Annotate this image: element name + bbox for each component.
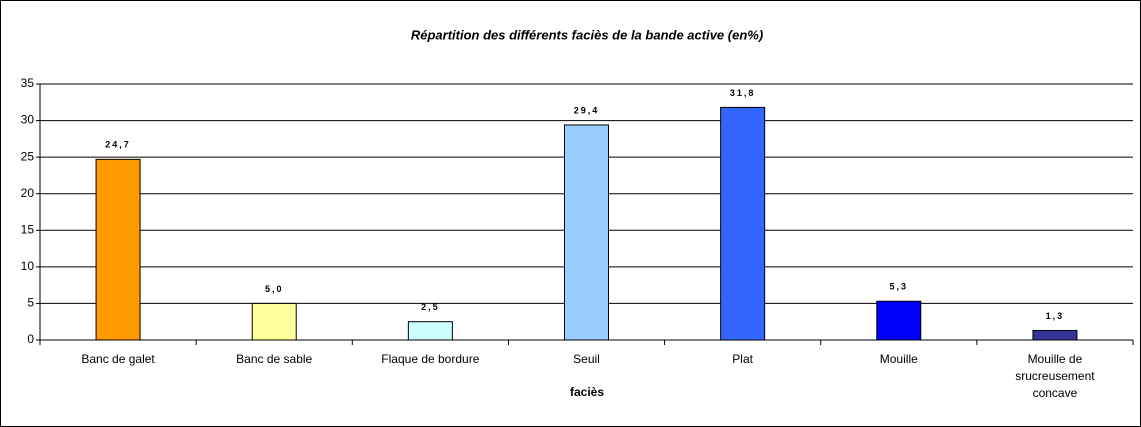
bar: [720, 106, 766, 341]
value-label: 29,4: [574, 105, 600, 115]
y-tick-label: 20: [21, 186, 35, 200]
chart-title: Répartition des différents faciès de la …: [411, 27, 763, 42]
y-tick-label: 15: [21, 222, 35, 236]
y-tick-label: 25: [21, 149, 35, 163]
bar: [95, 158, 141, 341]
y-tick-label: 5: [27, 296, 34, 310]
y-tick-label: 0: [27, 332, 34, 346]
value-label: 1,3: [1046, 311, 1065, 321]
value-label: 31,8: [730, 88, 756, 98]
x-tick-label: Seuil: [573, 352, 600, 366]
x-tick-label: Mouille: [879, 352, 918, 366]
bar: [251, 302, 297, 341]
bar: [1032, 329, 1078, 341]
x-tick-label: Plat: [732, 352, 753, 366]
x-tick-label: Mouille de srucreusement concave: [1015, 352, 1095, 400]
x-tick-label: Banc de galet: [81, 352, 155, 366]
x-tick-label: Flaque de bordure: [381, 352, 480, 366]
bar: [407, 321, 453, 341]
x-tick-label: Banc de sable: [236, 352, 313, 366]
y-tick-label: 35: [21, 76, 35, 90]
value-label: 5,3: [890, 282, 909, 292]
y-tick-label: 30: [21, 113, 35, 127]
x-axis-title: faciès: [570, 385, 604, 399]
value-label: 5,0: [265, 284, 284, 294]
value-label: 2,5: [421, 302, 440, 312]
y-tick-label: 10: [21, 259, 35, 273]
bar: [564, 124, 609, 341]
value-label: 24,7: [105, 140, 131, 150]
bar: [876, 300, 922, 341]
